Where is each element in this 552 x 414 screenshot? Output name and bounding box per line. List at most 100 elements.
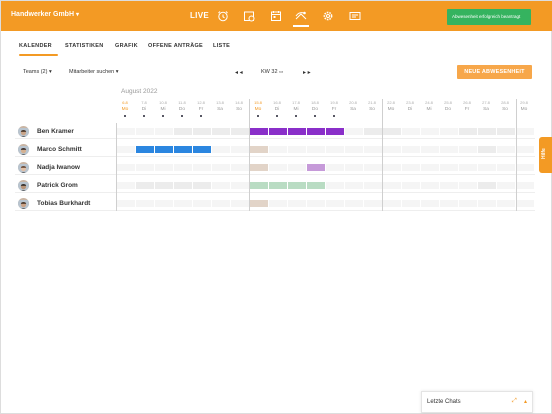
tab-statistiken[interactable]: STATISTIKEN bbox=[65, 43, 104, 49]
day-cell[interactable] bbox=[345, 128, 363, 135]
messages-icon[interactable] bbox=[349, 9, 361, 21]
day-cell[interactable] bbox=[497, 182, 515, 189]
day-cell[interactable] bbox=[174, 164, 192, 171]
day-cell[interactable] bbox=[402, 146, 420, 153]
day-cell[interactable] bbox=[117, 200, 135, 207]
calendar-icon[interactable] bbox=[270, 9, 282, 21]
absence-cell[interactable] bbox=[136, 146, 154, 153]
absence-cell[interactable] bbox=[155, 146, 173, 153]
employee-name[interactable]: Tobias Burkhardt bbox=[37, 200, 91, 207]
day-cell[interactable] bbox=[421, 182, 439, 189]
absence-icon[interactable] bbox=[293, 9, 309, 27]
day-cell[interactable] bbox=[440, 182, 458, 189]
day-cell[interactable] bbox=[421, 164, 439, 171]
day-cell[interactable] bbox=[364, 164, 382, 171]
day-cell[interactable] bbox=[497, 164, 515, 171]
day-cell[interactable] bbox=[516, 164, 534, 171]
day-cell[interactable] bbox=[117, 146, 135, 153]
day-cell[interactable] bbox=[117, 128, 135, 135]
day-cell[interactable] bbox=[459, 128, 477, 135]
day-cell[interactable] bbox=[155, 164, 173, 171]
day-cell[interactable] bbox=[421, 200, 439, 207]
tab-liste[interactable]: LISTE bbox=[213, 43, 231, 49]
day-cell[interactable] bbox=[136, 164, 154, 171]
collapse-icon[interactable]: ▴ bbox=[524, 399, 528, 405]
day-cell[interactable] bbox=[231, 182, 249, 189]
employee-search[interactable]: Mitarbeiter suchen ▾ bbox=[69, 69, 119, 75]
day-cell[interactable] bbox=[212, 146, 230, 153]
day-cell[interactable] bbox=[440, 128, 458, 135]
live-nav[interactable]: LIVE bbox=[190, 11, 209, 20]
day-cell[interactable] bbox=[383, 164, 401, 171]
employee-name[interactable]: Ben Kramer bbox=[37, 128, 74, 135]
day-cell[interactable] bbox=[212, 164, 230, 171]
day-cell[interactable] bbox=[269, 146, 287, 153]
day-cell[interactable] bbox=[440, 164, 458, 171]
day-cell[interactable] bbox=[516, 182, 534, 189]
day-cell[interactable] bbox=[326, 200, 344, 207]
day-cell[interactable] bbox=[459, 164, 477, 171]
day-cell[interactable] bbox=[269, 200, 287, 207]
day-cell[interactable] bbox=[421, 146, 439, 153]
expand-icon[interactable]: ⤢ bbox=[512, 398, 517, 404]
day-cell[interactable] bbox=[193, 182, 211, 189]
help-tab[interactable]: Hilfe bbox=[539, 137, 552, 173]
day-cell[interactable] bbox=[326, 146, 344, 153]
day-cell[interactable] bbox=[364, 146, 382, 153]
day-cell[interactable] bbox=[155, 182, 173, 189]
day-cell[interactable] bbox=[383, 182, 401, 189]
day-cell[interactable] bbox=[364, 182, 382, 189]
day-cell[interactable] bbox=[231, 128, 249, 135]
day-cell[interactable] bbox=[345, 182, 363, 189]
absence-cell[interactable] bbox=[250, 128, 268, 135]
day-cell[interactable] bbox=[174, 128, 192, 135]
day-cell[interactable] bbox=[459, 182, 477, 189]
absence-cell[interactable] bbox=[250, 200, 268, 207]
day-cell[interactable] bbox=[326, 182, 344, 189]
day-cell[interactable] bbox=[288, 146, 306, 153]
absence-cell[interactable] bbox=[269, 182, 287, 189]
day-cell[interactable] bbox=[402, 128, 420, 135]
day-cell[interactable] bbox=[497, 200, 515, 207]
day-cell[interactable] bbox=[155, 200, 173, 207]
day-cell[interactable] bbox=[478, 128, 496, 135]
new-absence-button[interactable]: NEUE ABWESENHEIT bbox=[457, 65, 532, 79]
day-cell[interactable] bbox=[136, 200, 154, 207]
timeline-icon[interactable] bbox=[243, 9, 255, 22]
absence-cell[interactable] bbox=[307, 164, 325, 171]
absence-cell[interactable] bbox=[288, 182, 306, 189]
day-cell[interactable] bbox=[478, 146, 496, 153]
employee-name[interactable]: Marco Schmitt bbox=[37, 146, 82, 153]
day-cell[interactable] bbox=[288, 200, 306, 207]
day-cell[interactable] bbox=[383, 146, 401, 153]
absence-cell[interactable] bbox=[250, 182, 268, 189]
day-cell[interactable] bbox=[421, 128, 439, 135]
day-cell[interactable] bbox=[231, 164, 249, 171]
day-cell[interactable] bbox=[174, 200, 192, 207]
company-selector[interactable]: Handwerker GmbH ▾ bbox=[11, 11, 79, 18]
day-cell[interactable] bbox=[231, 200, 249, 207]
day-cell[interactable] bbox=[212, 182, 230, 189]
day-cell[interactable] bbox=[478, 182, 496, 189]
next-week-button[interactable]: ▸ ▸ bbox=[303, 70, 311, 76]
success-toast[interactable]: Abwesenheit erfolgreich beantragt bbox=[447, 9, 531, 25]
week-selector[interactable]: KW 32 ▭ bbox=[261, 69, 283, 75]
day-cell[interactable] bbox=[440, 146, 458, 153]
absence-cell[interactable] bbox=[307, 182, 325, 189]
day-cell[interactable] bbox=[459, 146, 477, 153]
tab-kalender[interactable]: KALENDER bbox=[19, 43, 52, 49]
day-cell[interactable] bbox=[383, 128, 401, 135]
day-cell[interactable] bbox=[288, 164, 306, 171]
day-cell[interactable] bbox=[364, 128, 382, 135]
day-cell[interactable] bbox=[307, 146, 325, 153]
absence-cell[interactable] bbox=[174, 146, 192, 153]
absence-cell[interactable] bbox=[269, 128, 287, 135]
day-cell[interactable] bbox=[193, 200, 211, 207]
day-cell[interactable] bbox=[136, 128, 154, 135]
day-cell[interactable] bbox=[402, 200, 420, 207]
day-cell[interactable] bbox=[478, 200, 496, 207]
day-cell[interactable] bbox=[307, 200, 325, 207]
day-cell[interactable] bbox=[516, 146, 534, 153]
day-cell[interactable] bbox=[155, 128, 173, 135]
day-cell[interactable] bbox=[497, 128, 515, 135]
